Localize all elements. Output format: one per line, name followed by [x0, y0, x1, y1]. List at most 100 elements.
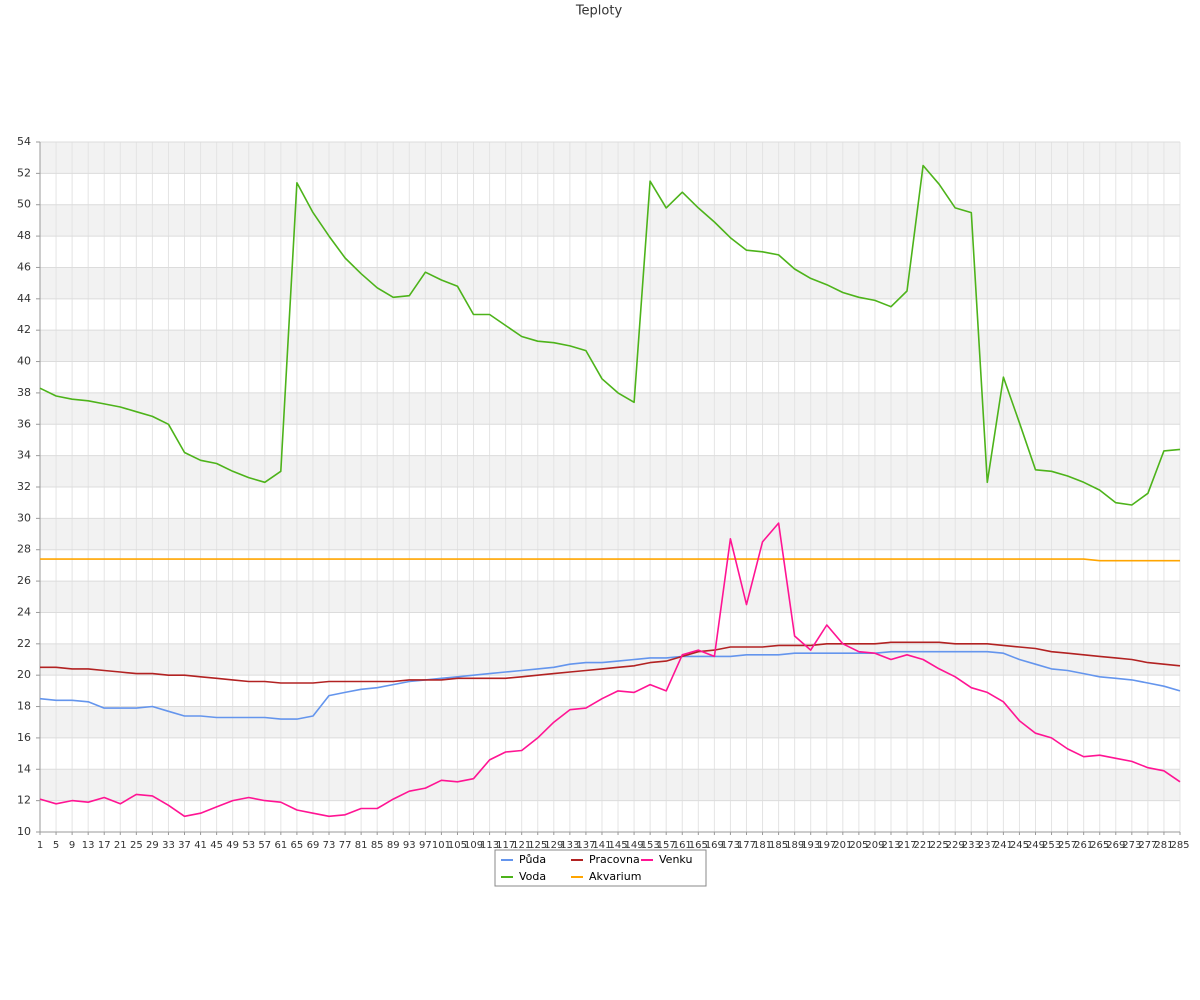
x-tick-label: 161: [673, 840, 692, 851]
y-tick-label: 34: [17, 449, 31, 462]
x-tick-label: 193: [801, 840, 820, 851]
x-tick-label: 133: [560, 840, 579, 851]
x-tick-label: 209: [865, 840, 884, 851]
x-tick-label: 233: [962, 840, 981, 851]
x-tick-label: 173: [721, 840, 740, 851]
x-tick-label: 237: [978, 840, 997, 851]
x-tick-label: 69: [307, 840, 320, 851]
x-tick-label: 33: [162, 840, 175, 851]
x-tick-label: 241: [994, 840, 1013, 851]
series-line: [39, 164, 1181, 506]
grid-band: [40, 706, 1180, 738]
x-tick-label: 149: [625, 840, 644, 851]
series-line: [39, 650, 1181, 720]
x-tick-label: 13: [82, 840, 95, 851]
legend-label: Akvarium: [589, 870, 641, 883]
y-tick-label: 44: [17, 292, 31, 305]
x-tick-label: 65: [291, 840, 304, 851]
x-tick-label: 169: [705, 840, 724, 851]
x-tick-label: 101: [432, 840, 451, 851]
x-tick-label: 37: [178, 840, 191, 851]
x-tick-label: 261: [1074, 840, 1093, 851]
y-tick-label: 20: [17, 668, 31, 681]
x-tick-label: 125: [528, 840, 547, 851]
grid-band: [40, 142, 1180, 174]
x-tick-label: 41: [194, 840, 207, 851]
x-tick-label: 253: [1042, 840, 1061, 851]
x-tick-label: 17: [98, 840, 111, 851]
x-tick-label: 225: [930, 840, 949, 851]
series-line: [39, 522, 1181, 818]
y-tick-label: 26: [17, 574, 31, 587]
y-tick-label: 18: [17, 700, 31, 713]
x-tick-label: 57: [258, 840, 271, 851]
y-tick-label: 42: [17, 323, 31, 336]
x-tick-label: 145: [608, 840, 627, 851]
x-tick-label: 105: [448, 840, 467, 851]
x-tick-label: 1: [37, 840, 43, 851]
legend-label: Pracovna: [589, 853, 640, 866]
x-tick-label: 269: [1106, 840, 1125, 851]
y-tick-label: 22: [17, 637, 31, 650]
x-tick-label: 25: [130, 840, 143, 851]
x-tick-label: 21: [114, 840, 127, 851]
chart-title: Teploty: [575, 4, 623, 19]
grid-band: [40, 769, 1180, 801]
x-tick-label: 117: [496, 840, 515, 851]
series-line: [40, 641, 1181, 684]
legend-label: Venku: [659, 853, 692, 866]
x-tick-label: 189: [785, 840, 804, 851]
x-tick-label: 185: [769, 840, 788, 851]
legend-box: [494, 849, 707, 887]
x-tick-label: 221: [914, 840, 933, 851]
grid-band: [40, 455, 1180, 487]
x-tick-label: 29: [146, 840, 159, 851]
x-tick-label: 201: [833, 840, 852, 851]
grid-band: [40, 518, 1180, 550]
y-tick-label: 12: [17, 794, 31, 807]
x-tick-label: 165: [689, 840, 708, 851]
x-tick-label: 217: [897, 840, 916, 851]
x-tick-label: 49: [226, 840, 239, 851]
y-tick-label: 28: [17, 543, 31, 556]
y-tick-label: 36: [17, 417, 31, 430]
legend-label: Voda: [519, 870, 546, 883]
x-tick-label: 85: [371, 840, 384, 851]
y-tick-label: 38: [17, 386, 31, 399]
y-tick-label: 54: [17, 135, 31, 148]
y-tick-label: 50: [17, 198, 31, 211]
x-tick-label: 257: [1058, 840, 1077, 851]
x-tick-label: 81: [355, 840, 368, 851]
x-tick-label: 285: [1170, 840, 1189, 851]
x-tick-label: 53: [242, 840, 255, 851]
x-tick-label: 9: [69, 840, 75, 851]
grid-band: [40, 581, 1180, 613]
x-tick-label: 5: [53, 840, 59, 851]
x-tick-label: 89: [387, 840, 400, 851]
x-tick-label: 197: [817, 840, 836, 851]
x-tick-label: 109: [464, 840, 483, 851]
x-tick-label: 229: [946, 840, 965, 851]
x-tick-label: 97: [419, 840, 432, 851]
x-tick-label: 281: [1154, 840, 1173, 851]
x-tick-label: 181: [753, 840, 772, 851]
y-tick-label: 48: [17, 229, 31, 242]
x-tick-label: 73: [323, 840, 336, 851]
y-tick-label: 14: [17, 762, 31, 775]
x-tick-label: 265: [1090, 840, 1109, 851]
y-tick-label: 40: [17, 355, 31, 368]
y-tick-label: 24: [17, 605, 31, 618]
series-line: [40, 558, 1180, 562]
x-tick-label: 177: [737, 840, 756, 851]
x-tick-label: 93: [403, 840, 416, 851]
x-tick-label: 121: [512, 840, 531, 851]
x-tick-label: 205: [849, 840, 868, 851]
legend-label: Půda: [519, 853, 546, 866]
y-tick-label: 30: [17, 511, 31, 524]
x-tick-label: 61: [274, 840, 287, 851]
y-tick-label: 10: [17, 825, 31, 838]
x-tick-label: 277: [1138, 840, 1157, 851]
grid-band: [40, 267, 1180, 299]
x-tick-label: 137: [576, 840, 595, 851]
